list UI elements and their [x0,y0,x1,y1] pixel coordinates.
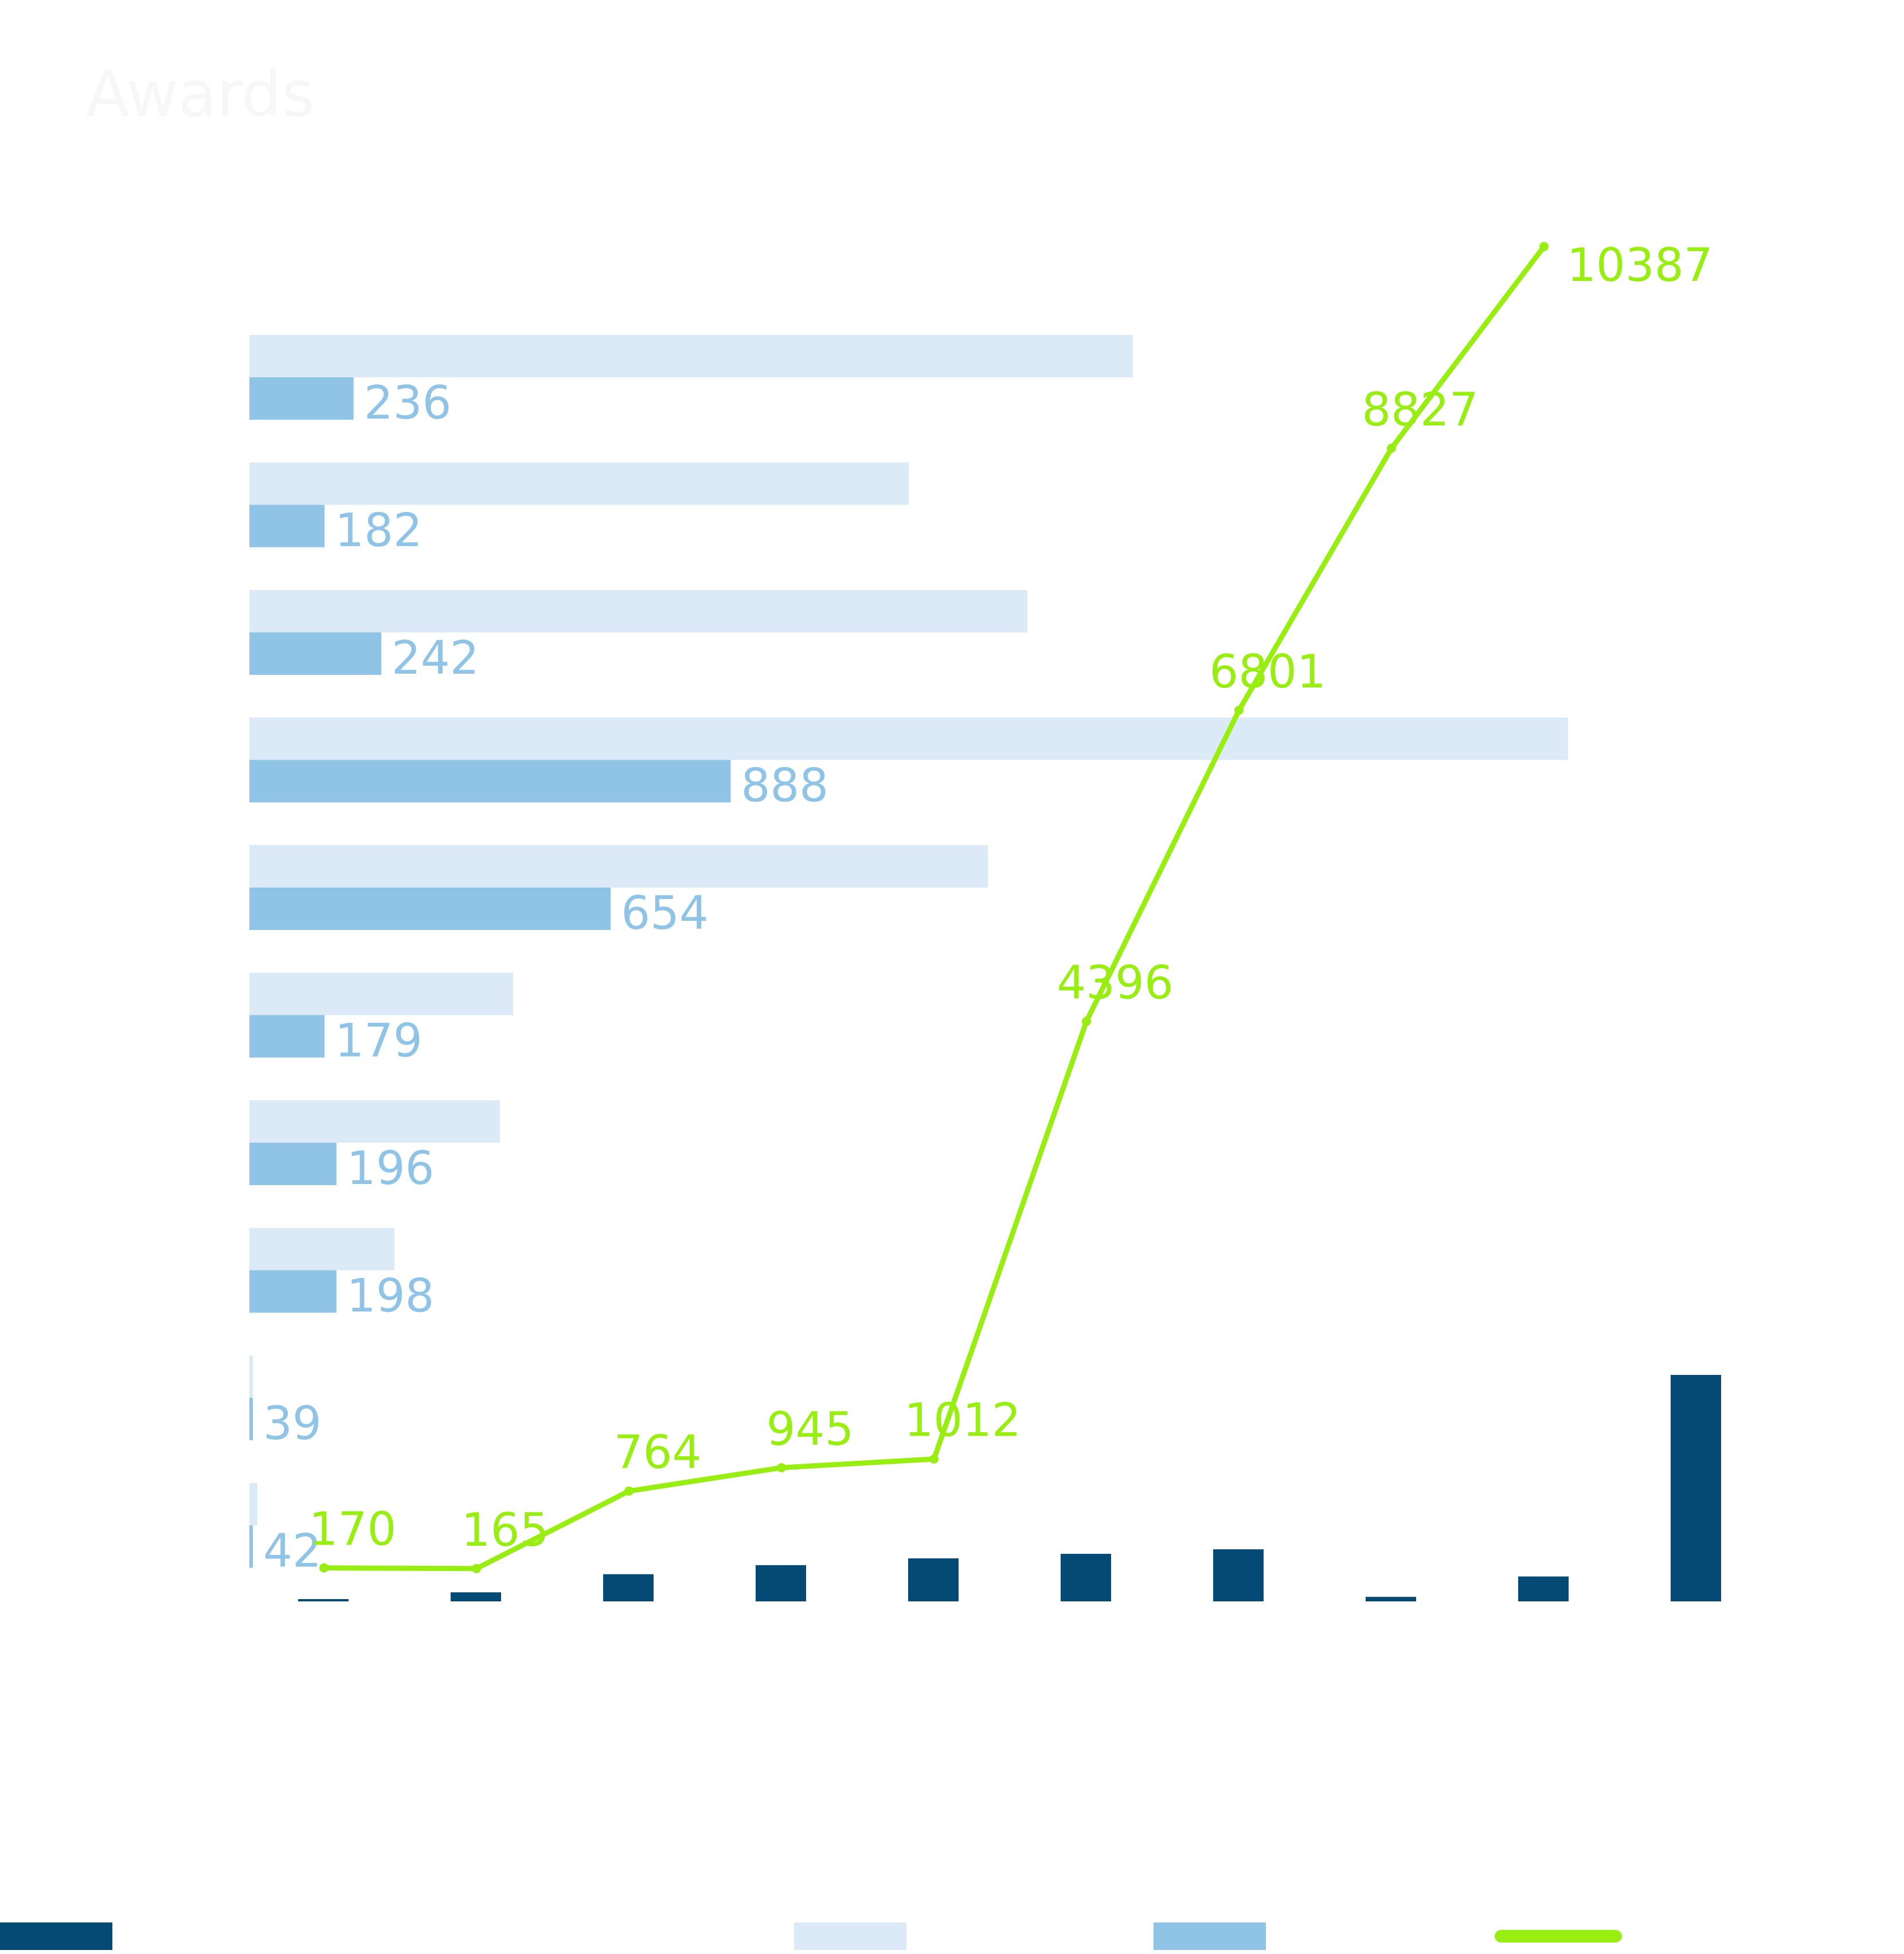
primary-bar-3 [249,717,1568,760]
line-value-label-1: 165 [462,1503,549,1557]
line-value-label-8: 10387 [1567,239,1713,292]
line-point-3 [777,1463,786,1472]
primary-bar-5 [249,972,513,1015]
column-0 [298,1599,349,1601]
line-point-2 [624,1486,634,1496]
line-point-0 [319,1563,329,1573]
primary-bar-4 [249,845,988,888]
legend-swatch-secondary-bars [1154,1922,1266,1950]
line-value-label-4: 1012 [904,1394,1021,1447]
column-1 [451,1592,501,1601]
column-4 [908,1558,959,1601]
column-7 [1366,1597,1416,1601]
line-value-label-5: 4396 [1057,956,1174,1009]
primary-bar-0 [249,335,1133,377]
column-9 [1671,1375,1721,1601]
secondary-bar-3 [249,760,731,803]
primary-bar-9 [249,1483,257,1526]
column-6 [1213,1549,1264,1601]
legend-swatch-columns [0,1922,112,1950]
primary-bar-2 [249,590,1027,632]
column-5 [1061,1554,1111,1601]
line-point-7 [1387,443,1396,453]
line-point-6 [1234,705,1244,715]
line-point-4 [929,1454,939,1464]
line-value-label-2: 764 [614,1426,702,1479]
primary-bar-1 [249,462,909,505]
primary-bar-8 [249,1355,253,1398]
secondary-bar-label-8: 39 [263,1397,322,1450]
secondary-bar-8 [249,1398,253,1440]
line-point-8 [1539,242,1549,251]
secondary-bar-label-4: 654 [621,886,709,940]
secondary-bar-label-1: 182 [335,504,423,557]
secondary-bar-4 [249,888,611,930]
secondary-bar-5 [249,1015,325,1058]
column-3 [756,1565,806,1601]
secondary-bar-label-5: 179 [335,1014,423,1068]
secondary-bar-label-7: 198 [347,1269,435,1323]
secondary-bar-1 [249,505,325,548]
line-point-1 [472,1564,481,1573]
line-value-label-6: 6801 [1209,645,1326,698]
secondary-bar-label-0: 236 [364,376,452,429]
secondary-bar-0 [249,377,354,420]
line-value-label-0: 170 [309,1503,397,1556]
line-value-label-3: 945 [767,1402,854,1456]
primary-bar-7 [249,1228,394,1271]
chart-title: Awards [86,57,315,131]
secondary-bar-7 [249,1270,337,1313]
line-point-5 [1082,1017,1091,1026]
secondary-bar-label-9: 42 [263,1525,322,1578]
secondary-bar-label-6: 196 [347,1142,435,1195]
legend-swatch-primary-bars [794,1922,906,1950]
secondary-bar-9 [249,1525,253,1568]
column-2 [603,1574,654,1601]
secondary-bar-label-3: 888 [741,759,829,812]
secondary-bar-6 [249,1143,337,1185]
primary-bar-6 [249,1100,500,1143]
secondary-bar-label-2: 242 [392,631,479,685]
secondary-bar-2 [249,632,381,675]
line-value-label-7: 8827 [1362,383,1479,436]
column-8 [1518,1576,1569,1601]
